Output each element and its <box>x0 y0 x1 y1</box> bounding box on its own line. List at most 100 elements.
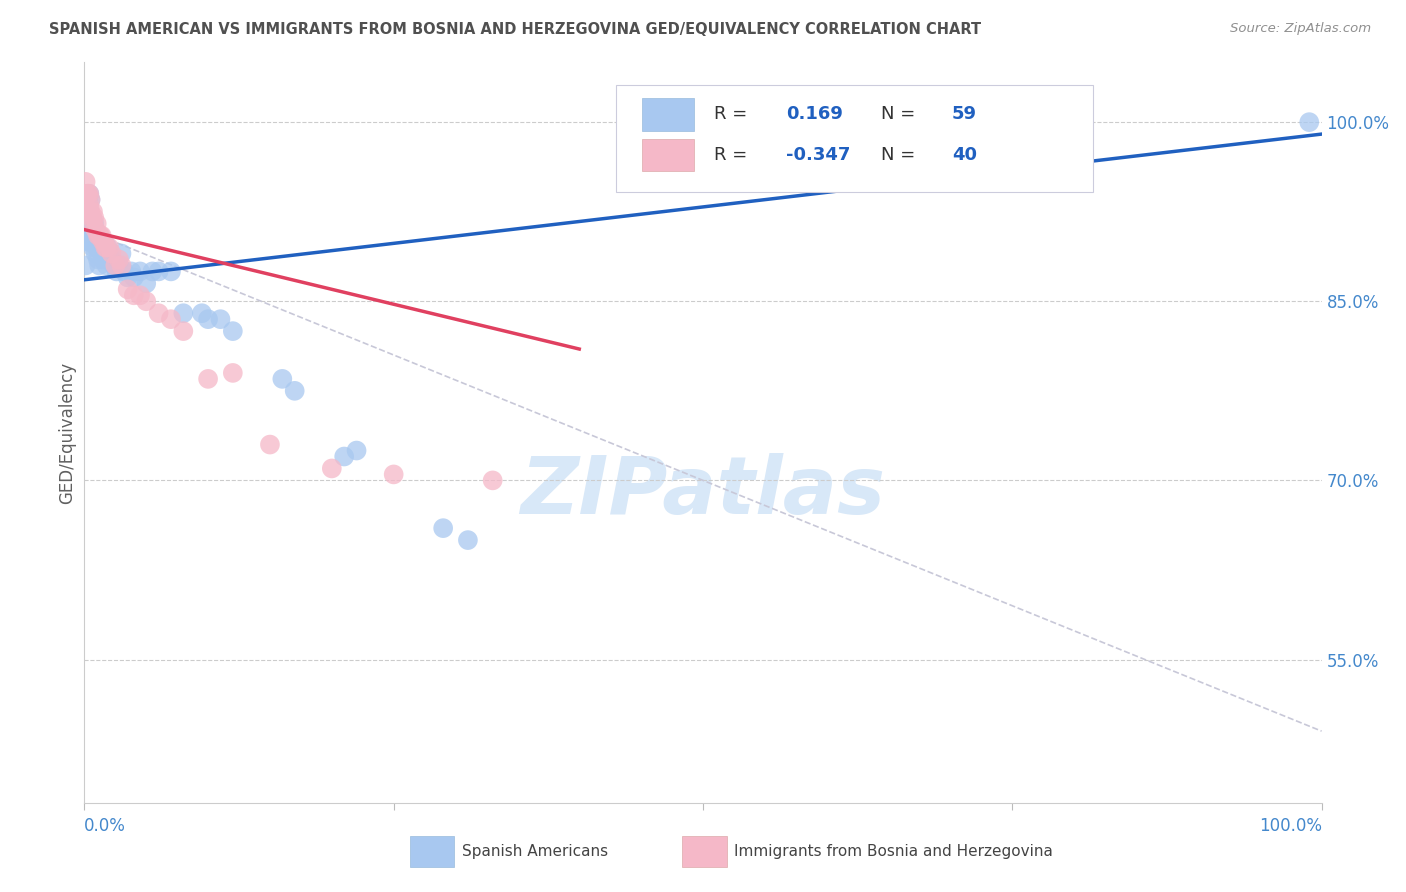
Text: N =: N = <box>882 146 921 164</box>
Point <box>191 306 214 320</box>
Point <box>79 217 101 231</box>
Point <box>82 240 104 255</box>
Point <box>84 246 107 260</box>
Point <box>321 461 343 475</box>
FancyBboxPatch shape <box>409 836 454 867</box>
Point <box>94 246 117 260</box>
Point <box>89 235 111 249</box>
Point <box>89 228 111 243</box>
FancyBboxPatch shape <box>682 836 727 867</box>
Text: ZIPatlas: ZIPatlas <box>520 453 886 531</box>
Point <box>172 306 194 320</box>
Point <box>76 211 98 225</box>
Point <box>122 288 145 302</box>
Point <box>481 474 503 488</box>
Point <box>160 264 183 278</box>
Point <box>91 235 114 249</box>
Point <box>141 264 163 278</box>
Point <box>259 437 281 451</box>
Point <box>90 228 112 243</box>
Point <box>76 186 98 201</box>
Point <box>105 264 128 278</box>
Point <box>86 217 108 231</box>
Point <box>120 264 142 278</box>
Text: Spanish Americans: Spanish Americans <box>461 844 607 859</box>
Point <box>83 211 105 225</box>
Point <box>83 217 105 231</box>
Text: 0.0%: 0.0% <box>84 817 127 835</box>
Point <box>79 186 101 201</box>
Text: -0.347: -0.347 <box>786 146 851 164</box>
Point <box>100 252 122 267</box>
Point <box>104 259 127 273</box>
FancyBboxPatch shape <box>616 85 1092 192</box>
Point <box>79 193 101 207</box>
Point <box>89 228 111 243</box>
Point <box>1298 115 1320 129</box>
Point <box>98 246 121 260</box>
Point <box>346 443 368 458</box>
Point <box>79 186 101 201</box>
Point <box>129 288 152 302</box>
Point <box>110 259 132 273</box>
Point <box>82 222 104 236</box>
Point <box>98 240 121 255</box>
Point <box>97 240 120 255</box>
Point <box>112 264 135 278</box>
Point <box>84 222 107 236</box>
Point <box>93 240 115 255</box>
Point <box>79 204 101 219</box>
Point <box>148 306 170 320</box>
Text: N =: N = <box>882 105 921 123</box>
Point <box>96 259 118 273</box>
Point <box>87 240 110 255</box>
Point <box>284 384 307 398</box>
Point <box>75 175 97 189</box>
Point <box>100 246 122 260</box>
Point <box>160 312 183 326</box>
Point <box>222 366 245 380</box>
Text: R =: R = <box>714 146 754 164</box>
Point <box>222 324 245 338</box>
Point <box>76 235 98 249</box>
Point <box>79 235 101 249</box>
Point <box>93 235 115 249</box>
Point <box>82 204 104 219</box>
Point <box>80 211 103 225</box>
Point <box>108 259 131 273</box>
Text: SPANISH AMERICAN VS IMMIGRANTS FROM BOSNIA AND HERZEGOVINA GED/EQUIVALENCY CORRE: SPANISH AMERICAN VS IMMIGRANTS FROM BOSN… <box>49 22 981 37</box>
Point <box>79 199 101 213</box>
Point <box>129 264 152 278</box>
Point <box>75 259 97 273</box>
Point <box>108 252 131 267</box>
Point <box>82 217 104 231</box>
Point <box>148 264 170 278</box>
Point <box>117 270 139 285</box>
Point <box>172 324 194 338</box>
Point <box>77 193 100 207</box>
FancyBboxPatch shape <box>643 138 695 171</box>
Point <box>135 277 157 291</box>
Text: Source: ZipAtlas.com: Source: ZipAtlas.com <box>1230 22 1371 36</box>
Y-axis label: GED/Equivalency: GED/Equivalency <box>58 361 76 504</box>
Point <box>83 228 105 243</box>
Point <box>77 186 100 201</box>
Point <box>77 222 100 236</box>
Point <box>80 228 103 243</box>
Point <box>77 204 100 219</box>
Text: 40: 40 <box>952 146 977 164</box>
Point <box>209 312 232 326</box>
Point <box>89 259 111 273</box>
Point <box>271 372 294 386</box>
Point <box>333 450 356 464</box>
Text: R =: R = <box>714 105 754 123</box>
Text: 0.169: 0.169 <box>786 105 842 123</box>
Point <box>84 235 107 249</box>
Point <box>382 467 405 482</box>
Point <box>89 235 111 249</box>
Point <box>432 521 454 535</box>
Point <box>197 372 219 386</box>
Point <box>96 240 118 255</box>
Text: 100.0%: 100.0% <box>1258 817 1322 835</box>
Point <box>457 533 479 547</box>
